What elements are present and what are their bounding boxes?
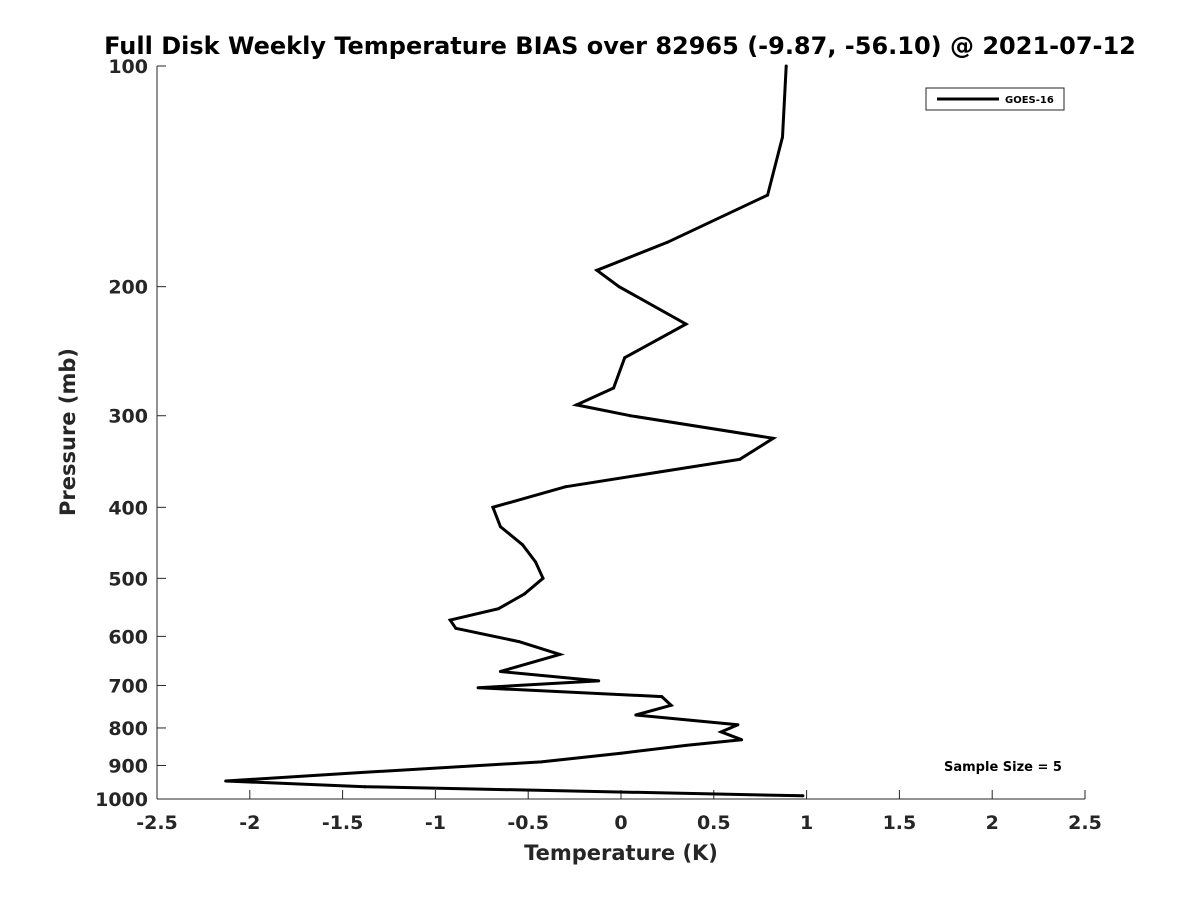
data-point xyxy=(359,771,363,774)
sample-size-annotation: Sample Size = 5 xyxy=(944,760,1062,775)
data-point xyxy=(534,560,538,564)
x-tick-label: -2.5 xyxy=(136,812,178,834)
x-tick-label: 0 xyxy=(614,812,627,834)
data-point xyxy=(684,743,688,747)
data-point xyxy=(448,618,452,622)
y-ticks: 100 200 300 400 500 600 700 800 900 1000 xyxy=(95,56,166,811)
data-point xyxy=(497,607,500,611)
data-point xyxy=(539,760,543,764)
legend-label-goes-16: GOES-16 xyxy=(1005,95,1054,106)
x-tick-label: -1.5 xyxy=(322,812,364,834)
data-point xyxy=(766,193,770,197)
y-tick-label: 500 xyxy=(108,568,148,590)
y-tick-label: 300 xyxy=(108,406,148,428)
data-point xyxy=(575,403,578,407)
data-point xyxy=(628,414,632,418)
data-point xyxy=(363,785,367,789)
data-point xyxy=(719,730,723,734)
data-point xyxy=(523,592,526,596)
data-point xyxy=(660,695,664,699)
data-point xyxy=(619,751,623,755)
x-tick-label: 1.5 xyxy=(883,812,917,834)
data-point xyxy=(491,505,495,509)
x-axis-label: Temperature (K) xyxy=(524,841,718,865)
x-tick-label: 2 xyxy=(986,812,999,834)
x-tick-label: -1 xyxy=(425,812,446,834)
data-point xyxy=(541,576,545,580)
data-point xyxy=(224,779,228,783)
x-tick-label: 2.5 xyxy=(1068,812,1102,834)
chart-title: Full Disk Weekly Temperature BIAS over 8… xyxy=(104,32,1136,60)
data-point xyxy=(454,626,458,630)
data-point xyxy=(558,652,562,656)
data-point xyxy=(595,268,599,272)
data-point xyxy=(684,322,688,326)
data-point xyxy=(738,457,742,461)
data-point xyxy=(784,64,788,68)
data-point xyxy=(736,723,740,727)
data-point xyxy=(476,686,480,690)
series-line-goes-16 xyxy=(225,65,803,798)
y-tick-label: 1000 xyxy=(95,789,148,811)
y-tick-label: 700 xyxy=(108,675,148,697)
x-ticks: -2.5 -2 -1.5 -1 -0.5 0 0.5 1 1.5 2 2.5 xyxy=(136,790,1102,834)
x-tick-label: -2 xyxy=(239,812,260,834)
y-axis-label: Pressure (mb) xyxy=(56,348,80,516)
data-point xyxy=(665,240,669,244)
y-tick-label: 800 xyxy=(108,718,148,740)
y-tick-label: 400 xyxy=(108,497,148,519)
data-point xyxy=(612,386,616,390)
data-point xyxy=(517,640,521,644)
data-point xyxy=(781,135,784,139)
y-tick-label: 900 xyxy=(108,755,148,777)
data-point xyxy=(617,285,621,289)
x-tick-label: 1 xyxy=(800,812,813,834)
y-tick-label: 600 xyxy=(108,626,148,648)
data-point xyxy=(623,356,627,360)
data-point xyxy=(498,525,502,529)
plot-area xyxy=(156,66,1085,800)
data-point xyxy=(740,738,744,742)
y-tick-label: 100 xyxy=(108,56,148,78)
series-points xyxy=(224,64,805,798)
data-point xyxy=(498,670,502,673)
x-tick-label: 0.5 xyxy=(697,812,731,834)
data-point xyxy=(771,436,775,440)
data-point xyxy=(563,485,567,489)
data-point xyxy=(634,713,638,717)
data-point xyxy=(597,679,601,683)
y-tick-label: 200 xyxy=(108,277,148,299)
data-point xyxy=(801,794,805,798)
data-point xyxy=(669,703,673,707)
legend: GOES-16 xyxy=(925,87,1065,111)
x-tick-label: -0.5 xyxy=(507,812,549,834)
data-point xyxy=(521,543,525,547)
